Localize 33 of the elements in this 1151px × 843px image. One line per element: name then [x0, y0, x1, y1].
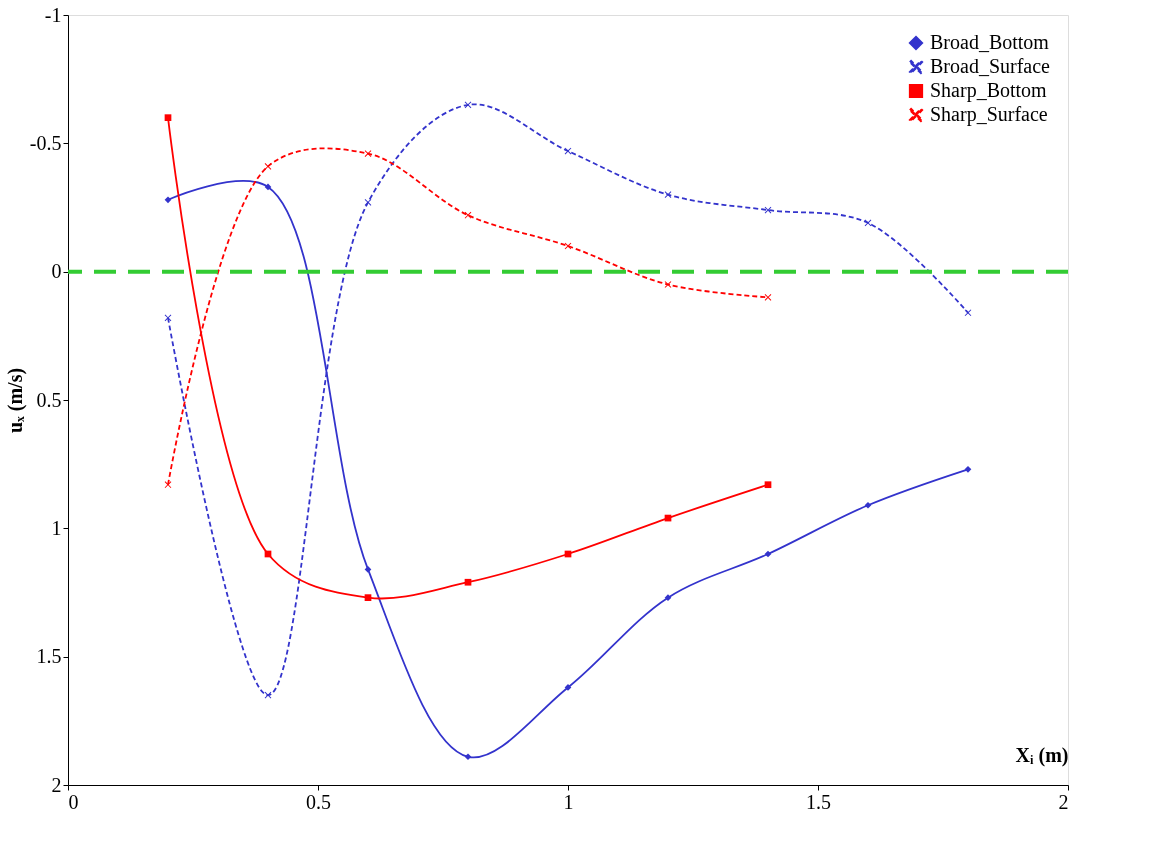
y-tick-label: 1: [51, 516, 62, 539]
y-tick-label: 2: [51, 773, 62, 796]
y-tick-label: -1: [44, 3, 62, 26]
point: [464, 753, 472, 761]
point: [264, 183, 272, 191]
point: [664, 281, 672, 288]
x-axis-title: Xᵢ (m): [1015, 743, 1069, 767]
point: [964, 465, 972, 473]
point: [364, 594, 372, 601]
point: [764, 481, 772, 489]
legend-label: Broad_Surface: [930, 55, 1051, 77]
point: [764, 550, 772, 558]
y-tick-label: 1.5: [36, 645, 62, 668]
point: [164, 114, 172, 122]
x-tick-label: 0: [68, 790, 79, 813]
x-tick-label: 2: [1058, 790, 1069, 813]
point: [364, 199, 372, 206]
point: [664, 191, 672, 199]
legend-label: Sharp_Bottom: [930, 79, 1048, 102]
x-tick-label: 1: [563, 790, 574, 813]
y-tick-label: 0.5: [36, 388, 62, 411]
legend-label: Broad_Bottom: [930, 31, 1050, 53]
y-tick-label: 0: [51, 260, 62, 283]
x-tick-label: 0.5: [306, 790, 331, 813]
point: [864, 501, 872, 509]
point: [364, 150, 372, 157]
point: [264, 163, 272, 170]
y-tick-label: -0.5: [29, 131, 62, 154]
x-tick-label: 1.5: [806, 790, 831, 813]
legend-label: Sharp_Surface: [930, 103, 1048, 126]
point: [464, 578, 472, 586]
point: [164, 196, 172, 204]
y-axis-title: uₓ (m/s): [3, 367, 27, 434]
